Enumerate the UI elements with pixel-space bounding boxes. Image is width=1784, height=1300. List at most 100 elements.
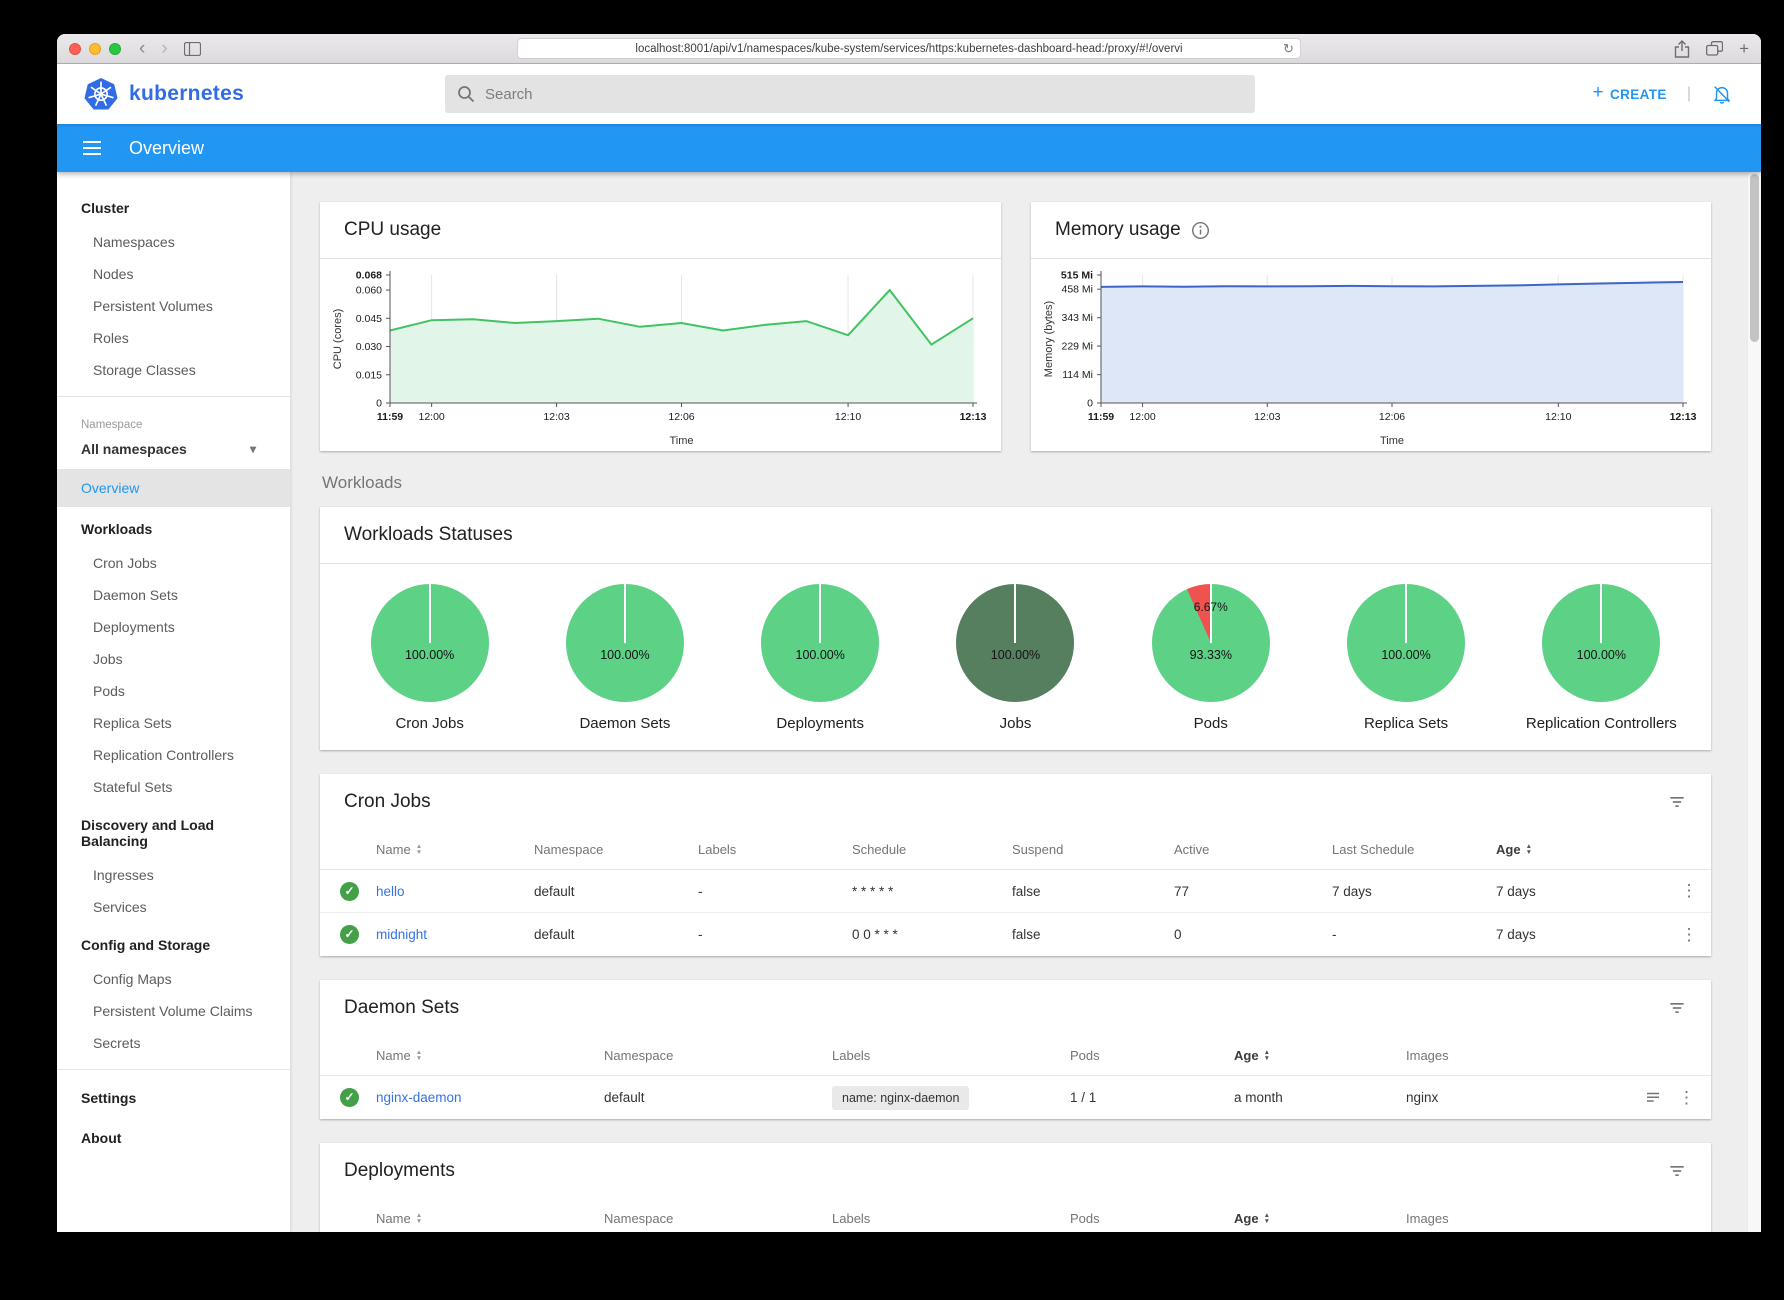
- sidebar-section-discovery[interactable]: Discovery and Load Balancing: [81, 817, 215, 849]
- sidebar-item-nodes[interactable]: Nodes: [93, 266, 134, 282]
- svg-text:12:00: 12:00: [1129, 411, 1155, 423]
- scrollbar[interactable]: [1747, 172, 1761, 1232]
- column-header-age[interactable]: Age ▲ ▼: [1234, 1048, 1270, 1063]
- status-ok-icon: ✓: [340, 925, 359, 944]
- deployments-title: Deployments: [344, 1160, 455, 1181]
- close-window-button[interactable]: [69, 42, 81, 55]
- sidebar-item-stateful-sets[interactable]: Stateful Sets: [93, 779, 173, 795]
- search-input[interactable]: [485, 85, 1243, 103]
- svg-text:12:10: 12:10: [835, 411, 861, 423]
- sidebar-item-roles[interactable]: Roles: [93, 330, 129, 346]
- sidebar-item-settings[interactable]: Settings: [81, 1090, 137, 1106]
- scrollbar-thumb[interactable]: [1750, 174, 1759, 342]
- column-header-labels: Labels: [698, 842, 737, 857]
- sidebar-item-ingresses[interactable]: Ingresses: [93, 867, 154, 883]
- column-header-images: Images: [1406, 1048, 1449, 1063]
- cronjob-name-link[interactable]: midnight: [376, 927, 428, 942]
- sidebar-item-pods[interactable]: Pods: [93, 683, 125, 699]
- kubernetes-logo: [84, 77, 118, 109]
- pie-divider-line: [1014, 584, 1017, 643]
- svg-text:CPU (cores): CPU (cores): [332, 309, 344, 370]
- sidebar-item-secrets[interactable]: Secrets: [93, 1035, 141, 1051]
- column-header-suspend: Suspend: [1012, 842, 1064, 857]
- row-menu-icon[interactable]: ⋮: [1680, 881, 1698, 900]
- cpu-usage-chart: 0 0.015 0.030 0.045 0.060 0.068 11:59 12:00 12:0…: [324, 263, 991, 449]
- cronjob-name-link[interactable]: hello: [376, 883, 405, 899]
- notifications-disabled-icon[interactable]: [1711, 83, 1733, 105]
- sidebar-item-config-maps[interactable]: Config Maps: [93, 971, 172, 987]
- column-header-images: Images: [1406, 1211, 1449, 1226]
- filter-icon[interactable]: [1667, 998, 1687, 1018]
- sidebar-item-replica-sets[interactable]: Replica Sets: [93, 715, 172, 731]
- workloads-statuses-card: Workloads Statuses 100.00% Cron Jobs 100.0…: [320, 507, 1711, 750]
- workloads-statuses-title: Workloads Statuses: [344, 524, 513, 545]
- tab-overview-icon[interactable]: [1706, 41, 1724, 56]
- sidebar-item-services[interactable]: Services: [93, 899, 147, 915]
- pie-divider-line: [428, 584, 431, 643]
- sidebar-toggle-icon[interactable]: [183, 41, 201, 56]
- svg-text:0.068: 0.068: [356, 270, 382, 282]
- svg-text:12:03: 12:03: [1254, 411, 1280, 423]
- info-icon[interactable]: [1191, 221, 1210, 240]
- sidebar-section-cluster[interactable]: Cluster: [81, 200, 130, 216]
- table-row: ✓ midnight default - 0 0 * * * false 0 -…: [320, 913, 1711, 956]
- pie-minor-percent: 6.67%: [1193, 600, 1228, 614]
- brand[interactable]: kubernetes: [57, 77, 445, 112]
- sidebar-item-daemon-sets[interactable]: Daemon Sets: [93, 587, 178, 603]
- filter-icon[interactable]: [1667, 792, 1687, 812]
- row-menu-icon[interactable]: ⋮: [1680, 924, 1698, 944]
- pie-percent: 100.00%: [404, 648, 455, 662]
- svg-text:11:59: 11:59: [1088, 411, 1114, 423]
- menu-icon[interactable]: [83, 141, 101, 155]
- sidebar-item-replication-controllers[interactable]: Replication Controllers: [93, 747, 234, 763]
- svg-text:12:06: 12:06: [1379, 411, 1405, 423]
- memory-usage-title: Memory usage: [1055, 219, 1181, 240]
- svg-text:114 Mi: 114 Mi: [1062, 369, 1093, 381]
- column-header-name[interactable]: Name ▲ ▼: [376, 1048, 423, 1063]
- sidebar-section-workloads[interactable]: Workloads: [81, 521, 153, 537]
- sidebar-item-deployments[interactable]: Deployments: [93, 619, 175, 635]
- table-row: ✓ nginx-daemon default name: nginx-daemo…: [320, 1076, 1711, 1119]
- sidebar-item-storage-classes[interactable]: Storage Classes: [93, 362, 196, 378]
- column-header-age[interactable]: Age ▲ ▼: [1234, 1211, 1270, 1226]
- sidebar-item-persistent-volumes[interactable]: Persistent Volumes: [93, 298, 213, 314]
- minimize-window-button[interactable]: [89, 42, 101, 55]
- svg-text:458 Mi: 458 Mi: [1061, 284, 1093, 296]
- column-header-namespace: Namespace: [534, 842, 604, 857]
- column-header-name[interactable]: Name ▲ ▼: [376, 842, 423, 857]
- sidebar-item-jobs[interactable]: Jobs: [93, 651, 123, 667]
- column-header-namespace: Namespace: [604, 1048, 674, 1063]
- column-header-name[interactable]: Name ▲ ▼: [376, 1211, 423, 1226]
- filter-icon[interactable]: [1667, 1161, 1687, 1181]
- row-menu-icon[interactable]: ⋮: [1678, 1087, 1695, 1107]
- create-button[interactable]: + CREATE: [1592, 82, 1667, 103]
- status-ok-icon: ✓: [340, 1088, 359, 1107]
- pie-label: Replica Sets: [1363, 715, 1449, 732]
- search-box[interactable]: [445, 75, 1255, 113]
- browser-titlebar: ‹ › localhost:8001/api/v1/namespaces/kub…: [57, 34, 1761, 64]
- logs-icon[interactable]: [1644, 1089, 1662, 1107]
- zoom-window-button[interactable]: [109, 42, 121, 55]
- pie-percent: 93.33%: [1189, 648, 1232, 662]
- daemon-sets-card: Daemon Sets Name ▲ ▼ Namespace Labels Pods…: [320, 980, 1711, 1119]
- new-tab-icon[interactable]: +: [1739, 39, 1749, 58]
- daemonset-name-link[interactable]: nginx-daemon: [376, 1090, 462, 1105]
- sidebar-item-namespaces[interactable]: Namespaces: [93, 234, 175, 250]
- pie-chart: 100.00%: [761, 584, 880, 702]
- column-header-age[interactable]: Age ▲ ▼: [1496, 842, 1532, 857]
- workload-status-pie: 93.33% 6.67% Pods: [1113, 584, 1308, 732]
- share-icon[interactable]: [1674, 39, 1690, 58]
- sidebar: Cluster Namespaces Nodes Persistent Volu…: [57, 172, 290, 1232]
- reload-icon[interactable]: ↻: [1283, 40, 1294, 56]
- forward-button[interactable]: ›: [161, 38, 168, 59]
- sidebar-item-cron-jobs[interactable]: Cron Jobs: [93, 555, 157, 571]
- address-bar[interactable]: localhost:8001/api/v1/namespaces/kube-sy…: [517, 38, 1301, 59]
- sidebar-item-about[interactable]: About: [81, 1130, 122, 1146]
- back-button[interactable]: ‹: [139, 38, 146, 59]
- sidebar-section-config-storage[interactable]: Config and Storage: [81, 937, 211, 953]
- sidebar-item-persistent-volume-claims[interactable]: Persistent Volume Claims: [93, 1003, 253, 1019]
- sidebar-item-overview[interactable]: Overview: [57, 469, 290, 507]
- namespace-selector[interactable]: All namespaces ▾: [81, 441, 256, 457]
- sort-icon: ▲ ▼: [1525, 843, 1532, 856]
- pie-label: Daemon Sets: [579, 715, 671, 732]
